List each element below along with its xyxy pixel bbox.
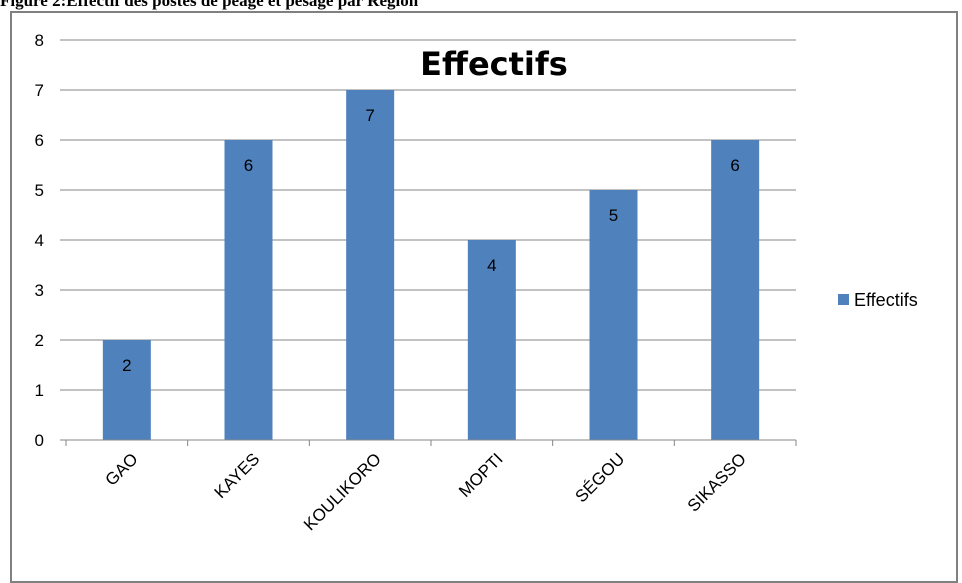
x-category-label: SÉGOU <box>571 449 628 506</box>
chart-title: Effectifs <box>420 45 568 83</box>
x-axis-category-labels: GAO KAYES KOULIKORO MOPTI SÉGOU SIKASSO <box>102 449 750 534</box>
bar <box>224 140 273 440</box>
bar <box>589 190 638 440</box>
data-label: 4 <box>487 256 496 275</box>
data-label: 6 <box>730 156 739 175</box>
x-axis <box>60 439 797 446</box>
bar <box>467 240 516 440</box>
bar <box>711 140 760 440</box>
x-category-label: SIKASSO <box>684 449 750 515</box>
data-label: 2 <box>122 356 131 375</box>
data-label: 7 <box>365 106 374 125</box>
data-labels: 2 6 7 4 5 6 <box>122 106 740 375</box>
legend-swatch <box>838 294 849 305</box>
y-axis-tick-labels: 0 1 2 3 4 5 6 7 8 <box>35 31 44 450</box>
x-category-label: MOPTI <box>455 449 507 501</box>
legend: Effectifs <box>838 290 918 310</box>
legend-label: Effectifs <box>854 290 918 310</box>
gridlines <box>60 39 796 391</box>
y-tick-label: 5 <box>35 181 44 200</box>
y-tick-label: 7 <box>35 81 44 100</box>
y-tick-label: 3 <box>35 281 44 300</box>
y-tick-label: 6 <box>35 131 44 150</box>
figure-caption: Figure 2:Effectif des postes de péage et… <box>0 0 419 10</box>
y-tick-label: 2 <box>35 331 44 350</box>
x-category-label: GAO <box>102 449 142 489</box>
y-tick-label: 1 <box>35 381 44 400</box>
x-category-label: KAYES <box>211 449 264 502</box>
x-category-label: KOULIKORO <box>300 449 385 534</box>
y-tick-label: 0 <box>35 431 44 450</box>
y-tick-label: 4 <box>35 231 44 250</box>
y-tick-label: 8 <box>35 31 44 50</box>
bars <box>102 90 760 440</box>
data-label: 5 <box>609 206 618 225</box>
bar <box>102 340 151 440</box>
bar <box>346 90 395 440</box>
data-label: 6 <box>244 156 253 175</box>
